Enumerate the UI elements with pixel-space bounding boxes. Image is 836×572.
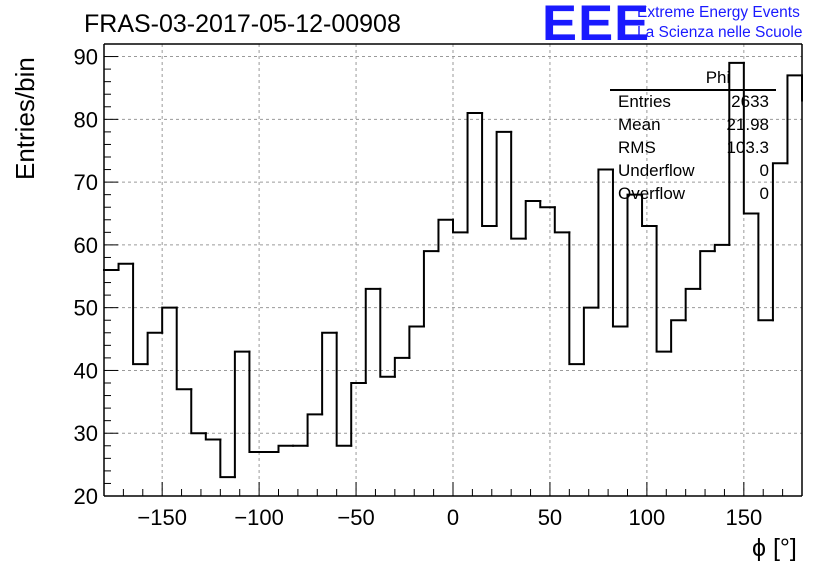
histogram-bin (699, 250, 716, 290)
histogram-bin (335, 331, 353, 447)
histogram-bin (611, 168, 629, 328)
histogram-bin (626, 193, 644, 328)
stats-row-entries: Entries 2633 (618, 92, 769, 114)
y-tick-label: 80 (74, 107, 98, 132)
histogram-bin (568, 231, 585, 366)
histogram-bin (393, 356, 411, 378)
histogram-bin (495, 130, 513, 228)
y-tick-label: 50 (74, 296, 98, 321)
histogram-bin (248, 350, 265, 454)
stats-key: RMS (618, 138, 656, 157)
y-tick-label: 20 (74, 484, 98, 509)
histogram-bin (757, 212, 774, 322)
y-tick-label: 90 (74, 45, 98, 70)
histogram-bin (277, 444, 295, 454)
y-tick-label: 60 (74, 233, 98, 258)
stats-key: Entries (618, 92, 671, 111)
stats-row-rms: RMS 103.3 (618, 138, 769, 160)
x-axis-ticks: −150 −100 −50 0 50 100 150 (103, 482, 803, 530)
stats-key: Overflow (618, 184, 686, 203)
x-tick-label: −50 (337, 505, 374, 530)
y-axis-label: Entries/bin (10, 57, 40, 180)
histogram-bin (408, 325, 425, 359)
stats-value: 21.98 (726, 115, 769, 134)
stats-value: 2633 (731, 92, 769, 111)
histogram-bin (670, 319, 687, 353)
histogram-bin (582, 306, 600, 366)
histogram-bin (219, 438, 236, 479)
y-tick-label: 40 (74, 358, 98, 383)
stats-rule (610, 89, 776, 91)
histogram-bin (422, 250, 440, 328)
histogram-bin (524, 199, 542, 240)
grid-lines (104, 44, 802, 496)
histogram-bin (641, 193, 658, 228)
stats-value: 0 (759, 184, 769, 203)
logo-line-2: La Scienza nelle Scuole (637, 24, 803, 41)
stats-key: Mean (618, 115, 661, 134)
histogram-bin (771, 162, 789, 322)
x-tick-label: −100 (234, 505, 284, 530)
stats-row-overflow: Overflow 0 (618, 184, 769, 206)
histogram-bin (466, 112, 484, 234)
histogram-bin (350, 382, 367, 447)
x-tick-label: 100 (629, 505, 666, 530)
x-tick-label: −150 (137, 505, 187, 530)
x-axis-label: ϕ [°] (752, 534, 797, 562)
histogram-bin (204, 432, 222, 441)
x-tick-label: 150 (725, 505, 762, 530)
chart-title: FRAS-03-2017-05-12-00908 (84, 10, 401, 38)
histogram-bin (161, 306, 178, 334)
stats-title: Phi (705, 68, 731, 87)
x-tick-label: 50 (538, 505, 562, 530)
histogram-bin (655, 225, 673, 353)
stats-key: Underflow (618, 161, 695, 180)
histogram-bin (146, 331, 164, 366)
histogram-bin (364, 287, 382, 384)
histogram-bin (117, 262, 135, 271)
histogram-bin (481, 112, 498, 228)
histogram-bin (233, 350, 251, 479)
x-tick-label: 0 (447, 505, 459, 530)
y-tick-label: 30 (74, 421, 98, 446)
logo-line-1: Extreme Energy Events (637, 4, 800, 21)
histogram-bin (684, 287, 702, 322)
histogram-bin (190, 388, 207, 435)
histogram-bin (510, 130, 527, 240)
histogram-bin (728, 61, 745, 246)
y-axis-ticks: 20 30 40 50 60 70 80 90 (74, 43, 118, 509)
stats-row-underflow: Underflow 0 (618, 161, 769, 183)
histogram-bin (437, 218, 454, 253)
histogram-bin (175, 306, 193, 391)
histogram-bin (786, 74, 803, 165)
histogram-bin (306, 413, 324, 447)
histogram-bin (597, 168, 614, 309)
histogram-bin (321, 331, 338, 416)
histogram-series (104, 61, 803, 479)
histogram-bin (553, 206, 571, 234)
eee-logo-mark: EEE (542, 0, 651, 51)
y-axis-label-wrap: Entries/bin (8, 40, 40, 190)
y-tick-label: 70 (74, 170, 98, 195)
histogram-bin (742, 61, 760, 215)
stats-value: 0 (759, 161, 769, 180)
histogram-bin (132, 262, 149, 366)
histogram-bin (379, 287, 396, 378)
stats-row-mean: Mean 21.98 (618, 115, 769, 137)
stats-value: 103.3 (726, 138, 769, 157)
histogram-bin (539, 199, 556, 209)
histogram-bin (452, 218, 469, 234)
histogram-bin (713, 243, 731, 253)
